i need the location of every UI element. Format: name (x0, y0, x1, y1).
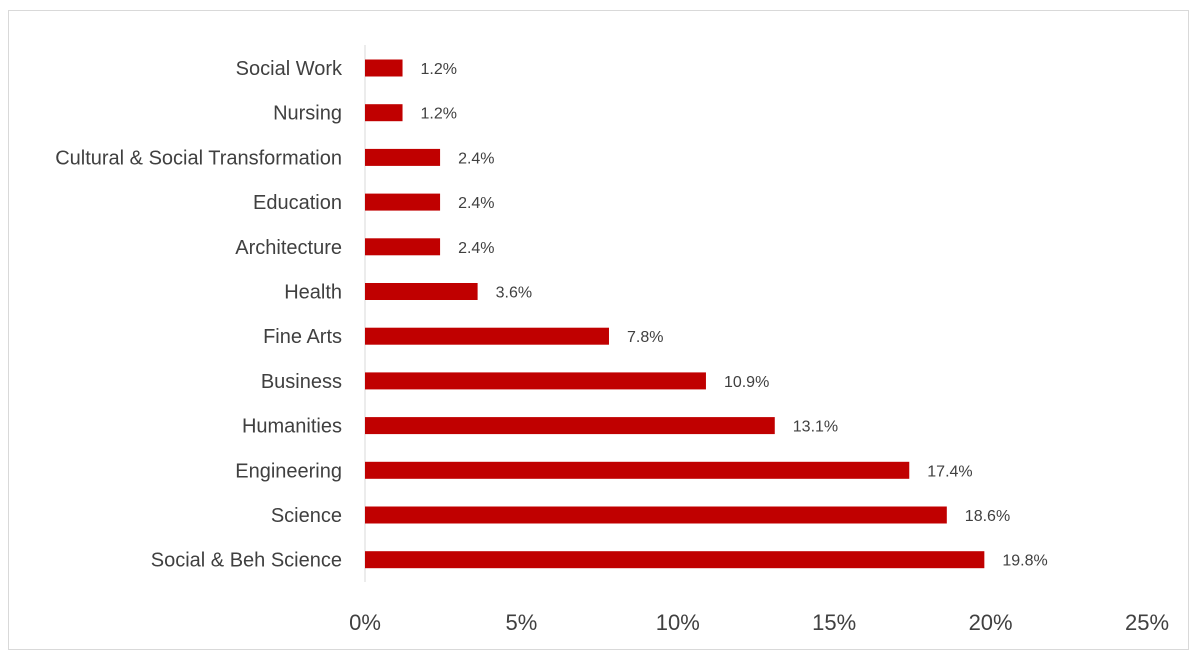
data-label: 13.1% (793, 419, 838, 436)
bar (365, 461, 910, 479)
data-label: 10.9% (724, 374, 769, 391)
category-label: Cultural & Social Transformation (55, 147, 342, 169)
data-label: 18.6% (965, 508, 1010, 525)
bar (365, 193, 441, 211)
data-label: 7.8% (627, 329, 663, 346)
category-label: Nursing (273, 103, 342, 125)
category-label: Architecture (235, 237, 342, 259)
data-label: 1.2% (421, 106, 457, 123)
data-label: 17.4% (927, 463, 972, 480)
data-label: 1.2% (421, 61, 457, 78)
data-label: 19.8% (1002, 553, 1047, 570)
bar (365, 372, 706, 390)
bar (365, 417, 775, 435)
bar (365, 104, 403, 122)
x-tick-label: 25% (1125, 610, 1169, 635)
bar (365, 551, 985, 569)
x-tick-label: 10% (656, 610, 700, 635)
x-tick-label: 0% (349, 610, 381, 635)
category-label: Business (261, 371, 342, 393)
bar (365, 59, 403, 77)
category-label: Engineering (235, 460, 342, 482)
bar (365, 327, 609, 345)
bar (365, 283, 478, 300)
data-label: 2.4% (458, 240, 494, 257)
data-label: 3.6% (496, 285, 532, 302)
category-label: Fine Arts (263, 326, 342, 348)
category-label: Science (271, 505, 342, 527)
x-tick-label: 5% (506, 610, 538, 635)
data-label: 2.4% (458, 195, 494, 212)
category-label: Education (253, 192, 342, 214)
data-label: 2.4% (458, 150, 494, 167)
x-tick-label: 20% (969, 610, 1013, 635)
bar (365, 148, 441, 166)
category-label: Social Work (236, 58, 343, 80)
x-tick-label: 15% (812, 610, 856, 635)
category-label: Social & Beh Science (151, 550, 342, 572)
category-label: Health (284, 282, 342, 304)
bar (365, 238, 441, 256)
category-label: Humanities (242, 416, 342, 438)
bar (365, 506, 947, 524)
